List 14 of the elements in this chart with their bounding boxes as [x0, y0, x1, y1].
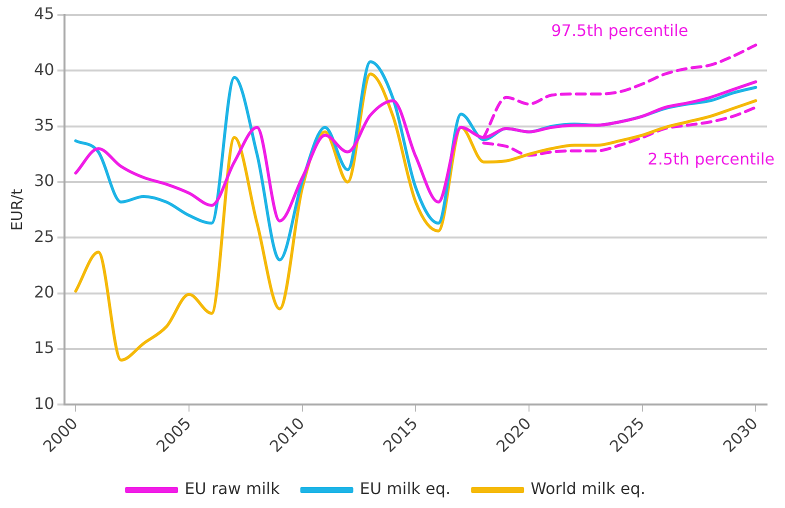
- series-label: 97.5th percentile: [551, 20, 688, 40]
- legend-label: EU raw milk: [184, 479, 280, 498]
- y-tick-label: 25: [34, 226, 54, 246]
- y-tick-label: 40: [34, 60, 54, 79]
- y-tick-label: 30: [34, 171, 54, 190]
- legend-label: World milk eq.: [530, 479, 646, 498]
- y-tick-label: 15: [34, 338, 54, 358]
- y-tick-label: 45: [34, 4, 54, 24]
- legend-label: EU milk eq.: [360, 479, 451, 498]
- y-tick-label: 20: [34, 282, 54, 302]
- y-axis-title: EUR/t: [8, 188, 26, 231]
- series-label: 2.5th percentile: [648, 149, 775, 168]
- y-tick-label: 35: [34, 115, 54, 134]
- y-tick-label: 10: [34, 394, 54, 413]
